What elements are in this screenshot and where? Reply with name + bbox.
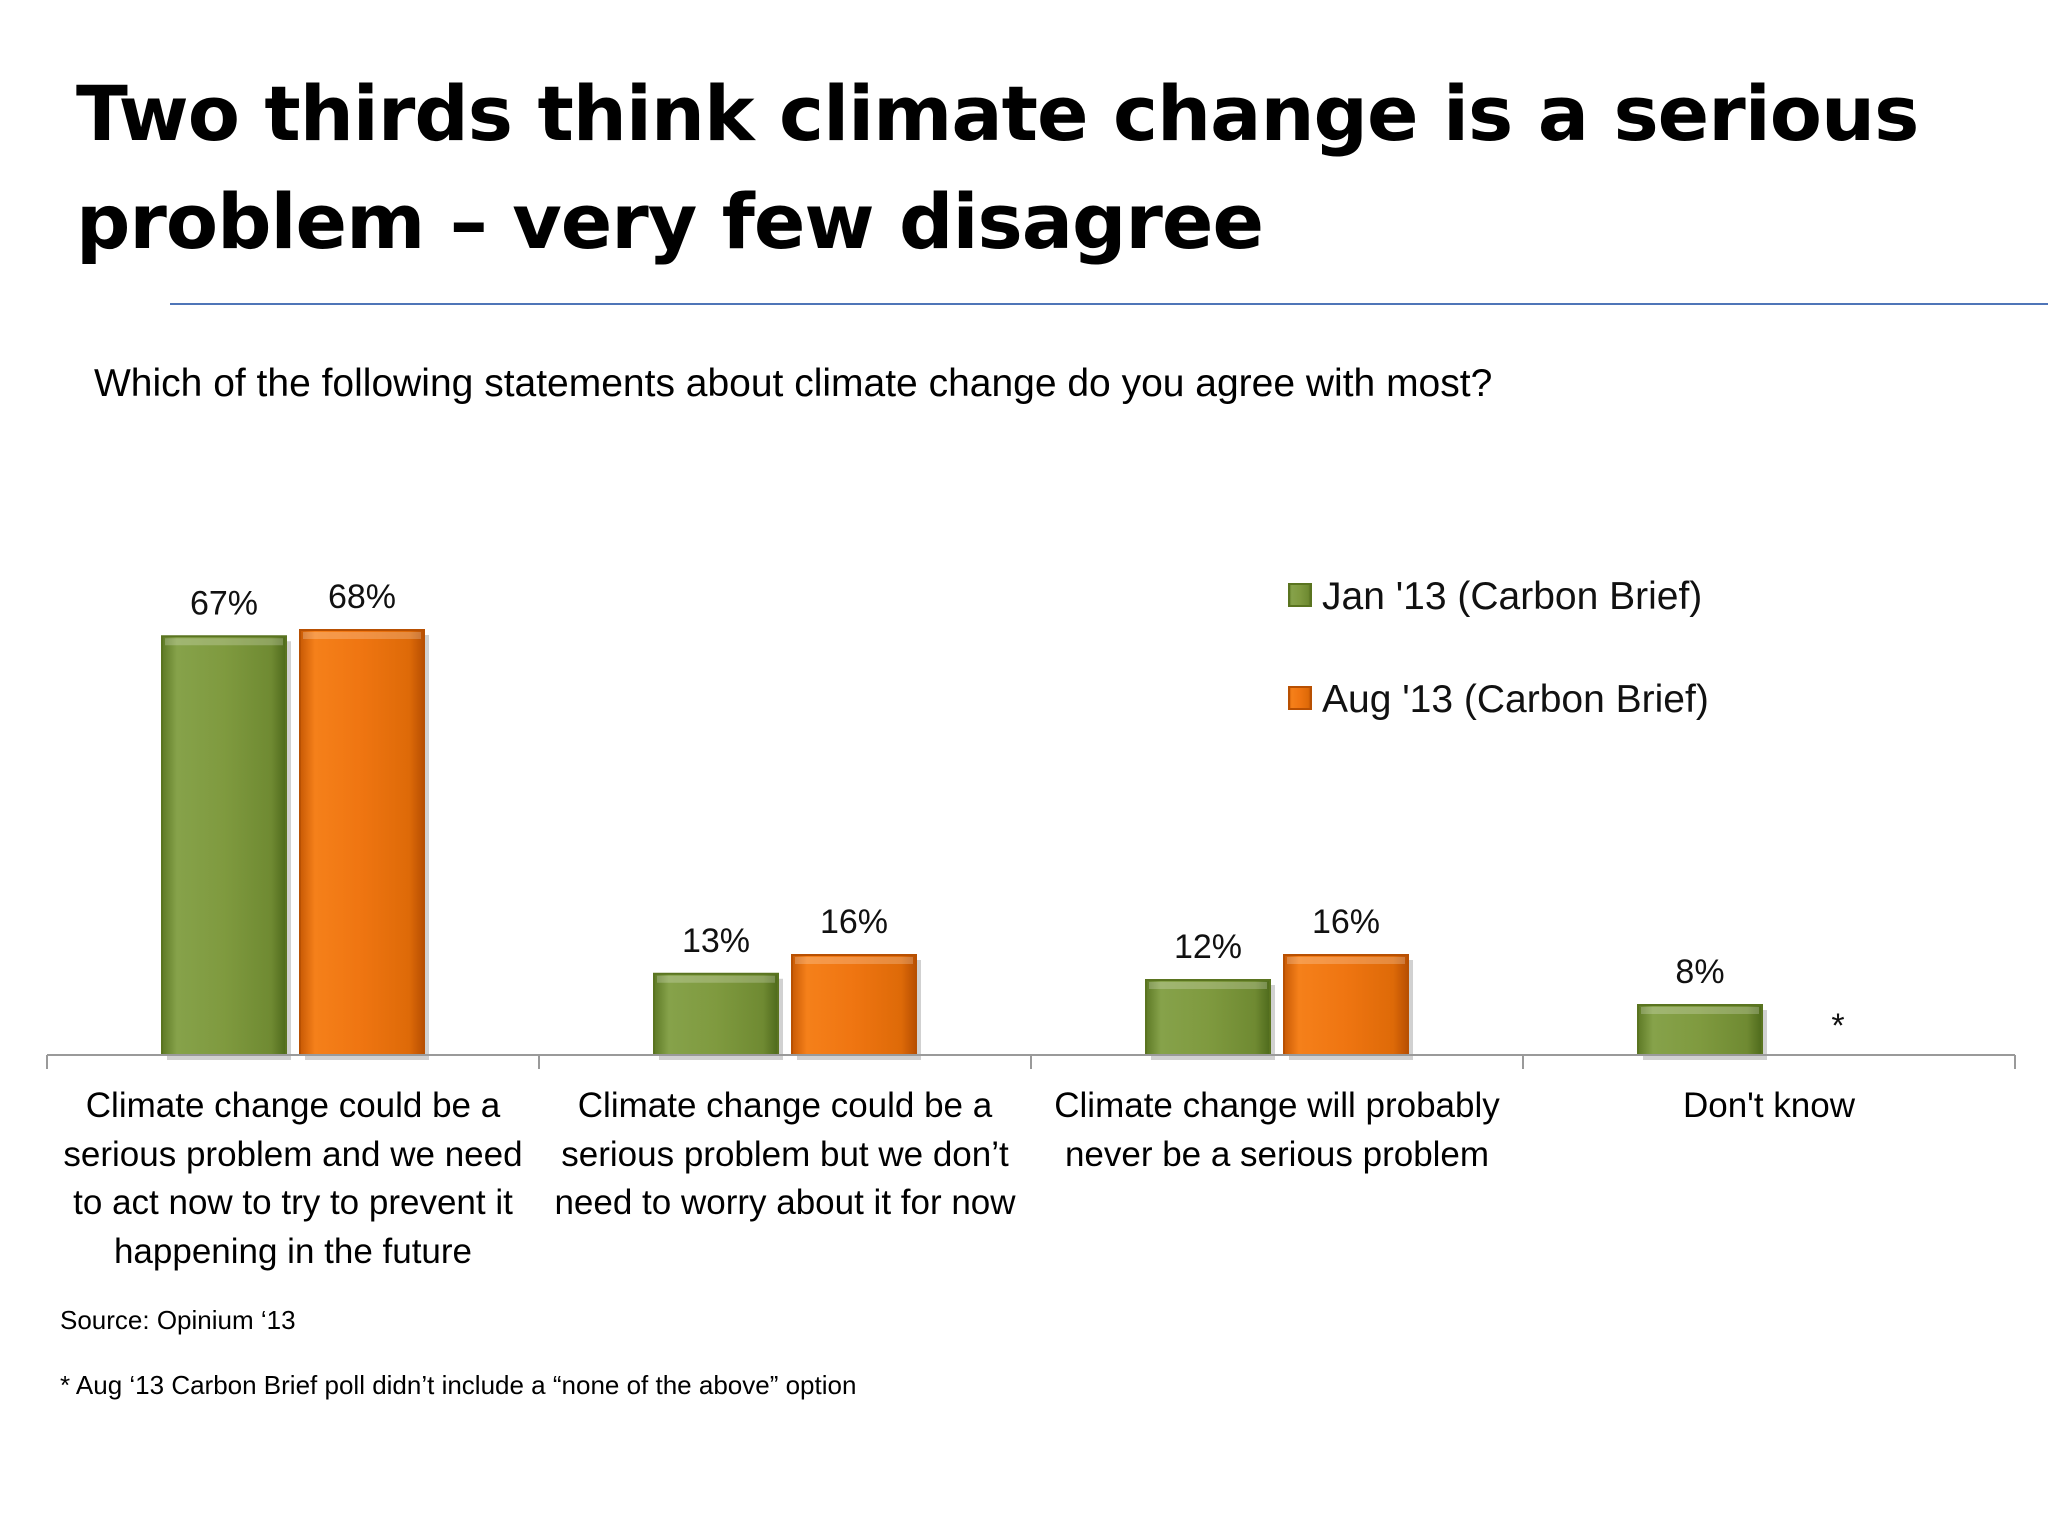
data-label: 16% [820, 903, 888, 941]
data-label: 8% [1675, 953, 1724, 991]
footnote: * Aug ‘13 Carbon Brief poll didn’t inclu… [60, 1370, 857, 1400]
bar-jan-2 [1145, 979, 1271, 1056]
bar-bevel [1641, 1007, 1759, 1014]
bar-aug-2 [1283, 954, 1409, 1056]
bars-layer: 67% 68% 13% 16% 12% 16% 8% * [161, 578, 1845, 1060]
data-label: 68% [328, 578, 396, 616]
bar-jan-3 [1637, 1004, 1763, 1056]
legend: Jan '13 (Carbon Brief) Aug '13 (Carbon Br… [1288, 575, 1709, 721]
bar-aug-1 [791, 954, 917, 1056]
category-label-2: Climate change will probably never be a … [1054, 1086, 1500, 1174]
bar-bevel [1287, 957, 1405, 964]
legend-label-aug: Aug '13 (Carbon Brief) [1322, 678, 1709, 721]
bar-bevel [303, 632, 421, 639]
bar-jan-0 [161, 635, 287, 1056]
category-label-0: Climate change could be a serious proble… [63, 1086, 523, 1271]
bar-bevel [1149, 982, 1267, 989]
data-label: 13% [682, 922, 750, 960]
legend-swatch-jan [1288, 583, 1312, 607]
bar-bevel [657, 975, 775, 983]
category-label-1: Climate change could be a serious proble… [554, 1086, 1016, 1222]
bar-jan-1 [653, 972, 779, 1056]
slide-title: Two thirds think climate change is a ser… [76, 69, 1919, 266]
bar-bevel [165, 638, 283, 646]
title-divider [170, 303, 2048, 305]
legend-swatch-aug [1288, 686, 1312, 710]
x-axis [46, 1054, 2016, 1069]
data-label-asterisk: * [1831, 1007, 1844, 1045]
bar-aug-0 [299, 629, 425, 1056]
category-label-3: Don't know [1682, 1086, 1856, 1125]
legend-label-jan: Jan '13 (Carbon Brief) [1322, 575, 1702, 618]
survey-question: Which of the following statements about … [94, 362, 1493, 405]
data-label: 12% [1174, 928, 1242, 966]
source-note: Source: Opinium ‘13 [60, 1305, 296, 1335]
data-label: 67% [190, 584, 258, 622]
bar-bevel [795, 957, 913, 964]
data-label: 16% [1312, 903, 1380, 941]
